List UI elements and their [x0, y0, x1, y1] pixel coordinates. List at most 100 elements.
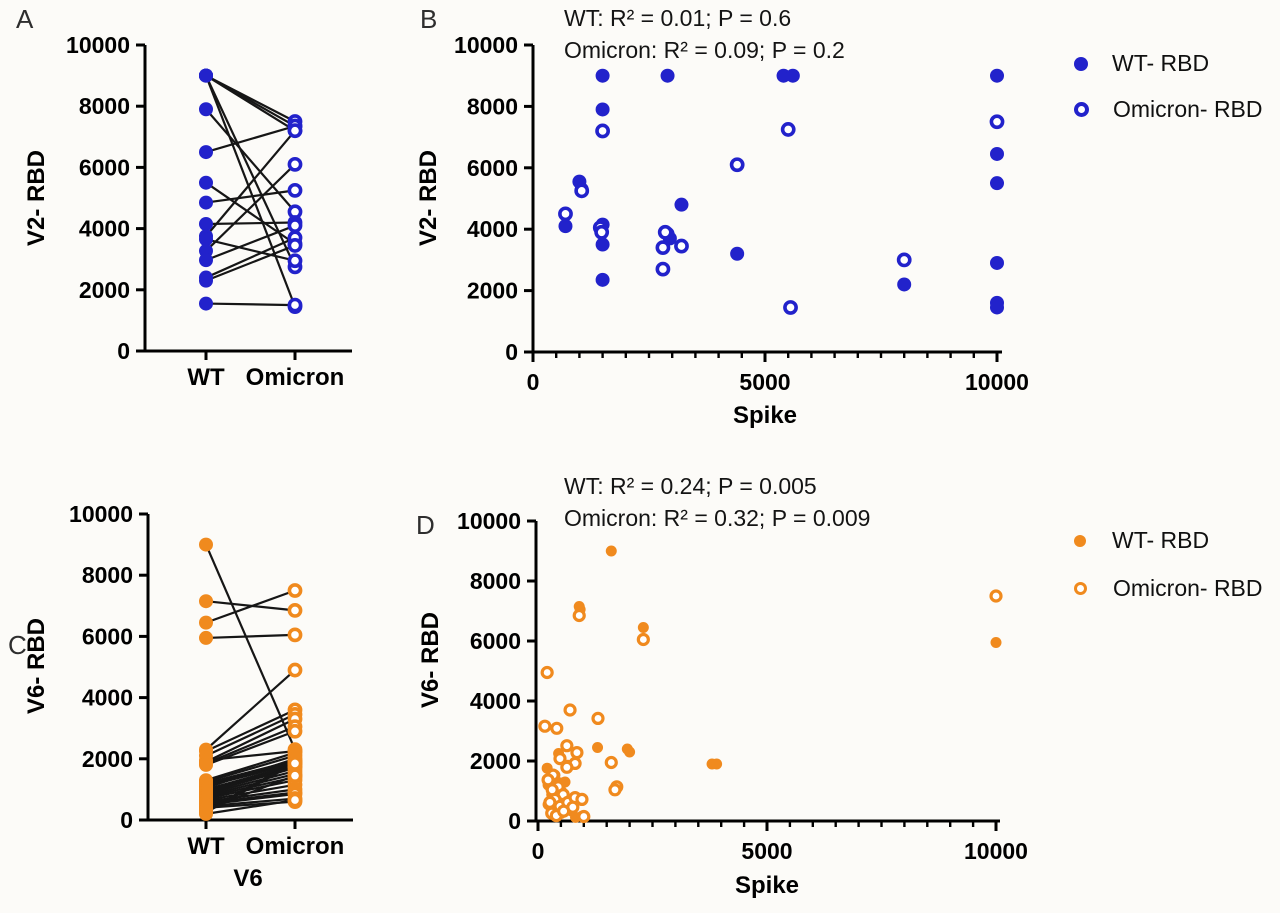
y-tick-label: 8000: [470, 568, 521, 594]
y-tick-label: 8000: [79, 93, 130, 119]
pair-line: [204, 544, 297, 751]
omicron-data-point: [550, 721, 564, 735]
x-tick-label: 0: [527, 369, 540, 395]
omicron-data-point: [560, 760, 574, 774]
y-tick-label: 10000: [69, 501, 133, 527]
panel-c-ylabel: V6- RBD: [23, 617, 50, 715]
pair-line: [205, 718, 296, 763]
wt-data-point: [199, 273, 213, 288]
omicron-data-point: [287, 723, 303, 739]
wt-data-point: [990, 68, 1004, 83]
y-tick-label: 4000: [470, 688, 521, 714]
wt-data-point: [199, 232, 213, 247]
pair-line: [205, 108, 296, 213]
omicron-data-point: [572, 608, 586, 623]
pair-line: [205, 708, 296, 753]
open-circle-icon: [1074, 582, 1087, 595]
x-tick-label: 5000: [741, 838, 792, 864]
wt-data-point: [674, 197, 689, 212]
legend-label: WT- RBD: [1112, 527, 1210, 553]
x-tick-label: 0: [532, 838, 545, 864]
panel-d-legend: WT- RBD Omicron- RBD: [1074, 527, 1263, 602]
pair-line: [205, 633, 296, 640]
omicron-data-point: [783, 300, 798, 315]
wt-data-point: [990, 146, 1004, 161]
omicron-data-point: [574, 183, 590, 199]
omicron-data-point: [540, 665, 554, 680]
pair-line: [205, 725, 296, 765]
omicron-data-point: [575, 792, 589, 807]
wt-data-point: [199, 102, 213, 117]
y-tick-label: 10000: [457, 508, 521, 534]
omicron-data-point: [896, 252, 912, 268]
wt-data-point: [624, 746, 636, 758]
wt-data-point: [637, 622, 649, 633]
omicron-data-point: [553, 751, 567, 766]
omicron-data-point: [287, 768, 303, 784]
panel-b-stats-wt: WT: R² = 0.01; P = 0.6: [564, 5, 792, 31]
y-tick-label: 4000: [79, 216, 130, 242]
pair-line: [205, 730, 296, 766]
pair-line: [205, 773, 296, 797]
pair-line: [205, 669, 296, 751]
omicron-data-point: [287, 602, 303, 618]
omicron-data-point: [558, 206, 573, 222]
y-tick-label: 0: [117, 338, 130, 364]
wt-data-point: [595, 272, 610, 287]
y-tick-label: 8000: [82, 562, 133, 588]
omicron-data-point: [287, 218, 303, 233]
pair-line: [205, 751, 296, 782]
y-tick-label: 0: [505, 339, 518, 365]
wt-data-point: [199, 594, 213, 609]
panel-d-stats-omicron: Omicron: R² = 0.32; P = 0.009: [564, 505, 871, 531]
panel-b-stats-omicron: Omicron: R² = 0.09; P = 0.2: [564, 37, 845, 63]
filled-dot-icon: [1074, 56, 1088, 71]
legend-item-omicron-rbd: Omicron- RBD: [1074, 575, 1263, 602]
y-tick-label: 10000: [454, 32, 518, 58]
y-tick-label: 8000: [467, 93, 518, 119]
omicron-data-point: [287, 123, 303, 139]
pair-line: [205, 589, 296, 624]
omicron-data-point: [287, 583, 303, 598]
omicron-data-point: [989, 589, 1003, 603]
pair-line: [205, 762, 296, 814]
y-tick-label: 0: [508, 808, 521, 834]
wt-data-point: [730, 246, 745, 261]
omicron-data-point: [729, 157, 745, 173]
omicron-data-point: [563, 703, 577, 717]
omicron-data-point: [577, 809, 591, 824]
pair-line: [205, 713, 296, 757]
y-tick-label: 6000: [79, 154, 130, 180]
wt-data-point: [595, 102, 610, 117]
x-category-label: WT: [187, 364, 225, 391]
y-tick-label: 2000: [79, 277, 130, 303]
omicron-data-point: [287, 662, 303, 678]
omicron-data-point: [287, 253, 303, 269]
x-axis-title: V6: [233, 865, 262, 892]
y-tick-label: 0: [120, 807, 133, 833]
omicron-data-point: [989, 114, 1005, 130]
pair-line: [205, 163, 296, 252]
omicron-data-point: [287, 182, 303, 198]
wt-data-point: [199, 757, 213, 772]
pair-line: [205, 760, 296, 812]
omicron-data-point: [560, 739, 574, 753]
wt-data-point: [711, 758, 723, 770]
legend-item-wt-rbd: WT- RBD: [1074, 527, 1263, 554]
panel-d-stats-wt: WT: R² = 0.24; P = 0.005: [564, 473, 817, 499]
wt-data-point: [897, 277, 912, 292]
wt-data-point: [199, 175, 213, 190]
wt-data-point: [199, 615, 213, 630]
omicron-data-point: [594, 224, 610, 240]
wt-data-point: [990, 255, 1004, 270]
x-category-label: Omicron: [246, 833, 345, 860]
x-tick-label: 5000: [739, 369, 790, 395]
pair-line: [205, 754, 296, 783]
omicron-data-point: [674, 238, 689, 254]
panel-d-letter: D: [416, 510, 435, 540]
wt-data-point: [199, 217, 213, 232]
pair-line: [205, 757, 296, 789]
pair-line: [205, 779, 296, 800]
wt-data-point: [605, 545, 617, 557]
